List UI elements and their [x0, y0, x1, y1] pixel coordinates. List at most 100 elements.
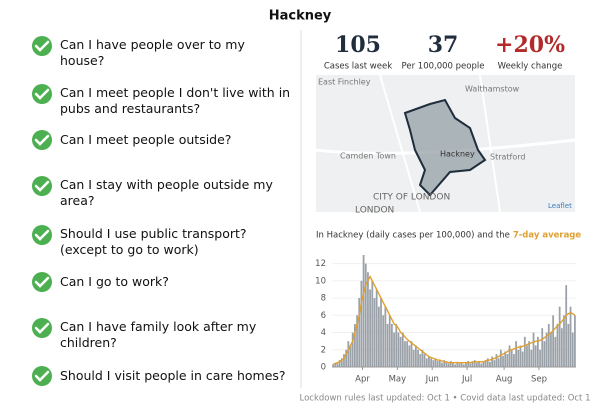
bar	[438, 360, 441, 367]
bar	[447, 363, 450, 367]
y-tick-label: 8	[321, 294, 326, 304]
map-label: LONDON	[355, 206, 394, 216]
bar	[340, 358, 343, 367]
bar	[351, 332, 354, 367]
borough-outline	[403, 98, 487, 197]
bar	[443, 360, 446, 367]
question: Can I have family look after my children…	[60, 319, 257, 350]
bar	[343, 354, 345, 367]
bar	[414, 345, 417, 367]
x-tick-label: Jun	[425, 375, 439, 385]
bar	[419, 354, 422, 367]
bar	[338, 360, 341, 367]
stat-value: 105	[335, 32, 381, 58]
bar	[482, 361, 485, 367]
bar	[425, 358, 428, 367]
bar	[545, 332, 548, 367]
bar	[364, 263, 367, 367]
bar	[434, 358, 437, 367]
bar	[480, 363, 483, 367]
bar	[504, 351, 507, 367]
map-label: Camden Town	[340, 152, 396, 161]
question: Should I use public transport? (except t…	[60, 226, 247, 257]
stat-value: 37	[428, 32, 459, 58]
bar	[508, 345, 511, 367]
bar	[565, 285, 568, 367]
bar	[475, 362, 478, 367]
bar	[399, 336, 402, 367]
y-tick-label: 12	[315, 259, 326, 269]
bar	[560, 328, 563, 367]
bar	[382, 315, 385, 367]
bar	[491, 356, 494, 367]
check-mark	[34, 322, 50, 334]
title: Hackney	[269, 9, 332, 24]
bar	[404, 341, 406, 367]
bar	[356, 315, 358, 367]
map-label: East Finchley	[318, 78, 371, 87]
bar	[543, 341, 546, 367]
x-tick-label: May	[389, 375, 407, 385]
check-icon	[32, 318, 52, 338]
check-mark	[34, 88, 50, 100]
check-mark	[34, 229, 50, 241]
bar	[469, 363, 472, 367]
bar	[523, 336, 526, 367]
bar	[502, 355, 504, 367]
bar	[345, 349, 348, 367]
bar	[517, 349, 520, 367]
bar	[406, 341, 409, 367]
bar	[334, 362, 337, 367]
bar	[510, 349, 513, 367]
map-road	[379, 74, 421, 213]
question: Can I meet people outside?	[60, 132, 232, 147]
bar	[386, 323, 389, 367]
bar	[499, 349, 502, 367]
bar	[362, 255, 365, 367]
bar	[441, 362, 443, 367]
bar	[563, 315, 565, 367]
stat-value: +20%	[495, 32, 565, 58]
bar	[421, 349, 424, 367]
bar	[489, 361, 491, 367]
bar	[369, 289, 372, 367]
bar	[567, 323, 570, 367]
bar	[536, 336, 539, 367]
bar	[371, 280, 374, 367]
bar	[412, 349, 415, 367]
bar	[547, 323, 550, 367]
bar	[349, 345, 352, 367]
bar	[528, 341, 531, 367]
bar	[558, 306, 561, 367]
y-tick-label: 2	[321, 345, 326, 355]
bar	[471, 361, 474, 367]
question: Can I have people over to my house?	[60, 37, 245, 68]
map-attribution[interactable]: Leaflet	[548, 202, 572, 210]
bar	[393, 332, 395, 367]
y-tick-label: 6	[321, 311, 326, 321]
bar	[397, 332, 400, 367]
check-mark	[34, 276, 50, 288]
check-icon	[32, 272, 52, 292]
stat-label: Weekly change	[498, 62, 563, 72]
bar	[432, 360, 435, 367]
stat-label: Per 100,000 people	[402, 62, 485, 72]
bar	[495, 354, 498, 367]
bar	[380, 298, 382, 367]
y-tick-label: 0	[321, 363, 326, 373]
bar	[519, 345, 522, 367]
bar	[384, 306, 387, 367]
check-icon	[32, 130, 52, 150]
bar	[532, 332, 535, 367]
bar	[574, 315, 576, 367]
bar	[541, 328, 544, 367]
bar	[497, 358, 500, 367]
bar	[556, 323, 559, 367]
bar	[465, 362, 467, 367]
x-tick-label: Aug	[496, 375, 513, 385]
check-mark	[34, 134, 50, 146]
bar	[552, 315, 555, 367]
bar	[445, 361, 448, 367]
